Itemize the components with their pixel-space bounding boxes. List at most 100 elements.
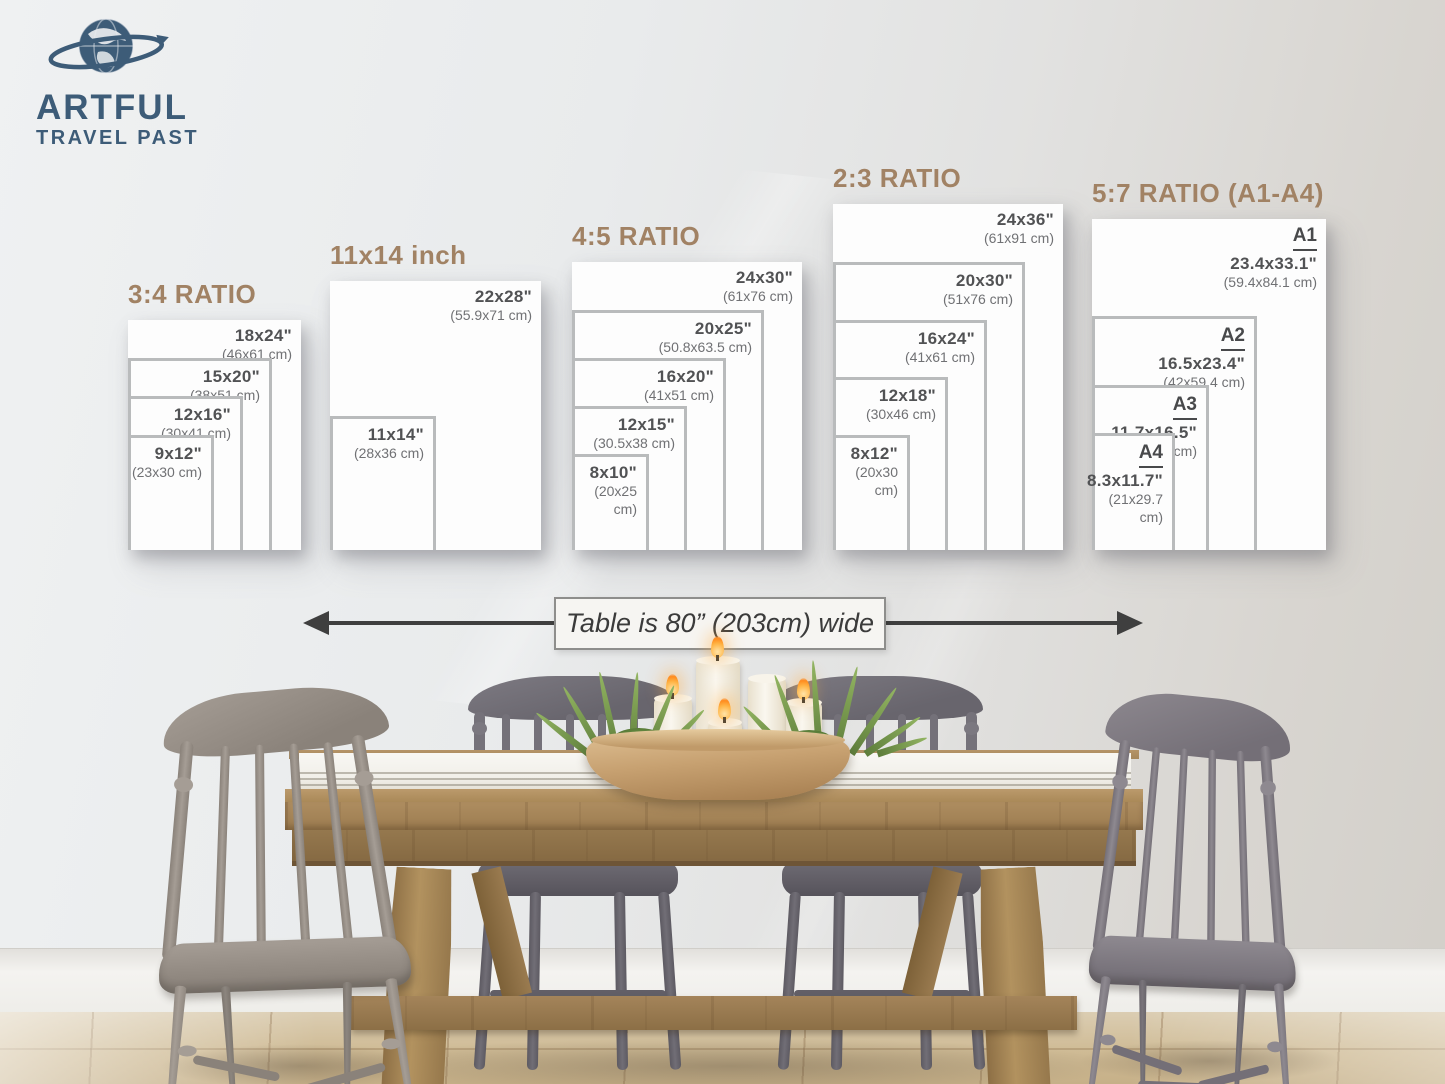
- chair-spindle: [534, 714, 542, 758]
- panel-title: 4:5 RATIO: [572, 221, 701, 251]
- size-rect-18x24: 18x24"(46x61 cm)15x20"(38x51 cm)12x16"(3…: [128, 320, 301, 550]
- panel-title: 2:3 RATIO: [833, 163, 962, 193]
- chair-stretcher: [490, 990, 666, 998]
- size-label: A1 23.4x33.1" (59.4x84.1 cm): [1224, 224, 1317, 292]
- chair-leg: [159, 985, 188, 1084]
- size-label: 11x14" (28x36 cm): [354, 424, 424, 463]
- size-centimeters: (28x36 cm): [353, 445, 424, 462]
- dimension-arrow-right-head: [1117, 611, 1143, 635]
- chair-stretcher: [299, 1062, 387, 1084]
- size-centimeters: (50.8x63.5 cm): [658, 339, 752, 356]
- chair-leg: [383, 977, 423, 1084]
- size-inches: 22x28": [474, 287, 532, 306]
- chair-spindle: [930, 714, 938, 758]
- chair-stretcher: [794, 990, 970, 998]
- size-inches: 8x10": [589, 463, 637, 482]
- chair-back-post: [350, 734, 399, 954]
- size-inches: 24x36": [996, 210, 1054, 229]
- chair-spindle: [1207, 749, 1217, 948]
- size-centimeters: (30x46 cm): [865, 406, 936, 423]
- size-rect-8x10: 8x10" (20x25 cm): [572, 454, 649, 550]
- candle-flame: [797, 678, 810, 703]
- front-chair-left: [133, 680, 437, 1084]
- size-label: 16x24" (41x61 cm): [905, 328, 975, 367]
- size-centimeters: (41x61 cm): [904, 349, 975, 366]
- size-label: 24x36" (61x91 cm): [984, 209, 1054, 248]
- table-width-label: Table is 80” (203cm) wide: [554, 597, 886, 650]
- panel-title: 11x14 inch: [330, 240, 467, 270]
- table-stretcher-beam: [351, 996, 1077, 1030]
- size-inches: 16x20": [656, 367, 714, 386]
- chair-leg: [341, 982, 353, 1084]
- chair-spindle: [323, 741, 354, 946]
- size-rect-23.4x33.1: A1 23.4x33.1" (59.4x84.1 cm) A2 16.5x23.4" (4…: [1087, 219, 1326, 550]
- size-panel-4-5: 4:5 RATIO 24x30" (61x76 cm) 20x25" (50.8x63.…: [572, 221, 802, 550]
- chair-seat: [478, 862, 678, 896]
- globe-orbit-icon: [48, 18, 169, 74]
- size-centimeters: (20x30 cm): [855, 464, 898, 498]
- chair-spindle: [1236, 750, 1250, 949]
- chair-seat: [1088, 934, 1297, 992]
- size-label: A2 16.5x23.4" (42x59.4 cm): [1158, 324, 1245, 392]
- size-centimeters: (21x29.7 cm): [1108, 491, 1163, 525]
- chair-back-post: [1259, 745, 1286, 960]
- size-label: 20x30" (51x76 cm): [943, 270, 1013, 309]
- chair-back-post: [964, 712, 979, 758]
- size-centimeters: (59.4x84.1 cm): [1223, 274, 1317, 290]
- size-centimeters: (61x76 cm): [722, 288, 793, 305]
- size-inches: 24x30": [735, 268, 793, 287]
- paper-size-name: A4: [1138, 441, 1163, 468]
- table-brace: [471, 866, 533, 1000]
- size-inches: 20x30": [955, 271, 1013, 290]
- chair-leg-turning: [1099, 1034, 1116, 1046]
- wooden-dough-bowl: [586, 729, 850, 800]
- chair-back-post: [161, 740, 194, 962]
- chair-spindle: [866, 714, 874, 758]
- size-inches: 15x20": [202, 367, 260, 386]
- size-label: 20x25" (50.8x63.5 cm): [659, 318, 752, 357]
- chair-back-post: [472, 712, 487, 758]
- chair-spindle: [289, 743, 311, 948]
- size-panel-11x14: 11x14 inch 22x28" (55.9x71 cm) 11x14" (28x36…: [330, 240, 541, 550]
- size-rect-8x12: 8x12" (20x30 cm): [833, 435, 910, 550]
- size-rect-11x14: 11x14" (28x36 cm): [330, 416, 436, 550]
- bowl-rim: [591, 729, 845, 751]
- chair-leg-turning: [177, 1045, 197, 1057]
- size-inches: 9x12": [154, 444, 202, 463]
- chair-stretcher: [192, 1054, 281, 1082]
- size-centimeters: (41x51 cm): [643, 387, 714, 404]
- wood-grain: [351, 996, 1077, 1030]
- table-apron: [292, 830, 1136, 866]
- size-label: 8x10" (20x25 cm): [575, 462, 637, 518]
- size-inches: 16.5x23.4": [1158, 353, 1245, 373]
- size-label: A4 8.3x11.7" (21x29.7 cm): [1087, 441, 1163, 526]
- size-inches: 16x24": [917, 329, 975, 348]
- chair-spindle: [213, 745, 231, 951]
- size-inches: 20x25": [694, 319, 752, 338]
- chair-leg: [1080, 975, 1113, 1084]
- size-centimeters: (61x91 cm): [983, 230, 1054, 247]
- size-centimeters: (55.9x71 cm): [450, 307, 532, 324]
- chair-spindle: [502, 714, 510, 758]
- size-inches: 12x18": [878, 386, 936, 405]
- paper-size-name: A2: [1220, 324, 1245, 351]
- wood-grain: [285, 802, 1143, 830]
- table-brace: [901, 866, 963, 1000]
- size-label: 22x28" (55.9x71 cm): [450, 286, 532, 325]
- size-label: 12x15" (30.5x38 cm): [593, 414, 675, 453]
- table-trestle-leg-right: [977, 866, 1051, 1084]
- size-rect-22x28: 22x28" (55.9x71 cm) 11x14" (28x36 cm): [330, 281, 541, 550]
- chair-stretcher: [1197, 1064, 1270, 1084]
- chair-leg: [1138, 980, 1148, 1084]
- size-label: 9x12" (23x30 cm): [132, 443, 202, 482]
- candle-flame: [718, 698, 731, 723]
- size-inches: 12x16": [173, 405, 231, 424]
- size-centimeters: (30.5x38 cm): [593, 435, 675, 452]
- size-rect-8.3x11.7: A4 8.3x11.7" (21x29.7 cm): [1087, 433, 1175, 550]
- paper-size-name: A1: [1292, 224, 1317, 251]
- brand-tagline: TRAVEL PAST: [36, 127, 200, 149]
- size-rect-24x36: 24x36" (61x91 cm) 20x30" (51x76 cm) 16x24" (4…: [833, 204, 1063, 550]
- front-chair-right: [1073, 687, 1322, 1084]
- chair-stretcher: [1111, 1044, 1183, 1076]
